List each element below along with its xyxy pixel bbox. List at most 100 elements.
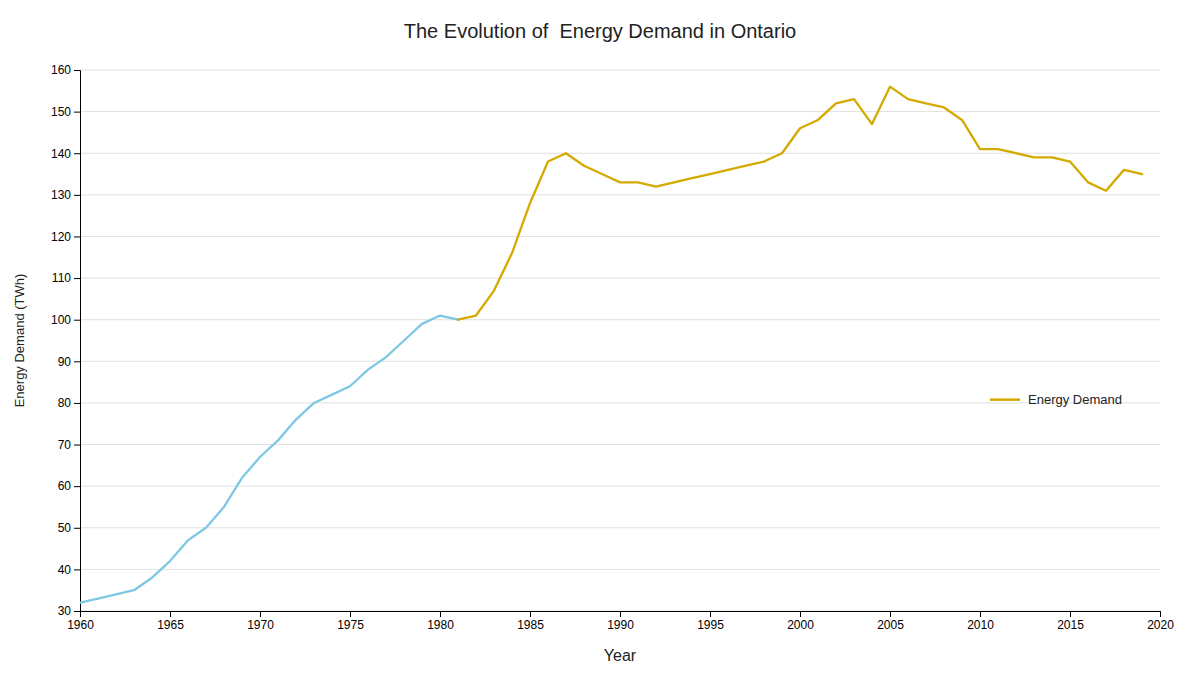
tick-label: 1995 xyxy=(697,618,724,632)
tick-mark xyxy=(800,611,801,617)
tick-mark xyxy=(440,611,441,617)
tick-label: 2015 xyxy=(1057,618,1084,632)
tick-mark xyxy=(74,153,80,154)
tick-mark xyxy=(74,611,80,612)
series-line xyxy=(458,87,1142,320)
tick: 2005 xyxy=(877,611,904,632)
tick-mark xyxy=(74,320,80,321)
legend-label: Energy Demand xyxy=(1028,392,1122,407)
tick-label: 120 xyxy=(51,230,71,244)
tick: 80 xyxy=(58,396,80,410)
title: The Evolution of Energy Demand in Ontari… xyxy=(404,20,796,42)
tick-label: 160 xyxy=(51,63,71,77)
tick-label: 140 xyxy=(51,147,71,161)
tick: 1990 xyxy=(607,611,634,632)
axis-line xyxy=(74,71,81,612)
tick-label: 1990 xyxy=(607,618,634,632)
grid-line xyxy=(80,361,1160,362)
tick: 160 xyxy=(51,63,80,77)
tick-mark xyxy=(620,611,621,617)
tick-label: 70 xyxy=(58,438,72,452)
tick-label: 2005 xyxy=(877,618,904,632)
tick-mark xyxy=(710,611,711,617)
tick-mark xyxy=(260,611,261,617)
tick-label: 130 xyxy=(51,188,71,202)
tick-mark xyxy=(74,361,80,362)
tick-label: 110 xyxy=(52,271,71,285)
tick-label: 1980 xyxy=(427,618,454,632)
tick-mark xyxy=(74,403,80,404)
tick: 1995 xyxy=(697,611,724,632)
tick: 1970 xyxy=(247,611,274,632)
tick: 2000 xyxy=(787,611,814,632)
tick: 120 xyxy=(51,230,80,244)
tick: 110 xyxy=(52,271,80,285)
grid-line xyxy=(80,70,1160,71)
tick-label: 30 xyxy=(58,604,72,618)
tick-label: 150 xyxy=(51,105,71,119)
grid-line xyxy=(80,444,1160,445)
lines xyxy=(80,87,1142,603)
grid-line xyxy=(80,569,1160,570)
tick-label: 1975 xyxy=(337,618,364,632)
tick-label: 40 xyxy=(58,563,72,577)
plot-area: 1960 1965 1970 1975 1980 1985 1990 1995 2000 2005… xyxy=(51,63,1174,631)
tick-label: 1965 xyxy=(157,618,184,632)
tick-mark xyxy=(350,611,351,617)
tick-mark xyxy=(74,195,80,196)
tick: 40 xyxy=(58,563,80,577)
tick: 1960 xyxy=(67,611,94,632)
tick-label: 50 xyxy=(58,521,72,535)
tick: 2010 xyxy=(967,611,994,632)
tick-mark xyxy=(74,445,80,446)
tick-mark xyxy=(980,611,981,617)
tick-label: 1985 xyxy=(517,618,544,632)
x-axis-title: Year xyxy=(604,647,637,664)
tick-mark xyxy=(1160,611,1161,617)
tick-mark xyxy=(74,236,80,237)
grid-line xyxy=(80,153,1160,154)
tick-mark xyxy=(74,278,80,279)
legend: Energy Demand xyxy=(990,392,1122,407)
tick: 1980 xyxy=(427,611,454,632)
grid xyxy=(80,70,1160,611)
tick-mark xyxy=(530,611,531,617)
tick-label: 1970 xyxy=(247,618,274,632)
x-axis: 1960 1965 1970 1975 1980 1985 1990 1995 2000 2005… xyxy=(67,611,1174,632)
grid-line xyxy=(80,402,1160,403)
grid-line xyxy=(80,486,1160,487)
tick: 140 xyxy=(51,147,80,161)
tick-label: 100 xyxy=(51,313,71,327)
grid-line xyxy=(80,319,1160,320)
tick: 2020 xyxy=(1147,611,1174,632)
series-line xyxy=(80,316,458,603)
tick-mark xyxy=(74,569,80,570)
tick: 50 xyxy=(58,521,80,535)
tick-label: 2020 xyxy=(1147,618,1174,632)
tick-label: 1960 xyxy=(67,618,94,632)
legend-swatch xyxy=(990,398,1020,401)
tick-label: 2010 xyxy=(967,618,994,632)
tick-mark xyxy=(74,112,80,113)
grid-line xyxy=(80,194,1160,195)
tick-label: 2000 xyxy=(787,618,814,632)
tick: 150 xyxy=(51,105,80,119)
tick: 30 xyxy=(58,604,80,618)
y-axis: 30 40 50 60 70 80 90 100 110 120 130 140 150 160 xyxy=(51,63,81,618)
tick: 1975 xyxy=(337,611,364,632)
chart: 1960 1965 1970 1975 1980 1985 1990 1995 2000 2005… xyxy=(0,0,1200,681)
tick: 90 xyxy=(58,355,80,369)
grid-line xyxy=(80,527,1160,528)
tick-label: 90 xyxy=(58,355,72,369)
tick: 1965 xyxy=(157,611,184,632)
tick: 100 xyxy=(51,313,80,327)
tick-mark xyxy=(890,611,891,617)
axis-line xyxy=(81,612,1161,618)
tick: 1985 xyxy=(517,611,544,632)
tick-mark xyxy=(74,486,80,487)
grid-line xyxy=(80,111,1160,112)
tick-mark xyxy=(74,70,80,71)
tick-label: 60 xyxy=(58,479,72,493)
tick: 2015 xyxy=(1057,611,1084,632)
tick: 130 xyxy=(51,188,80,202)
